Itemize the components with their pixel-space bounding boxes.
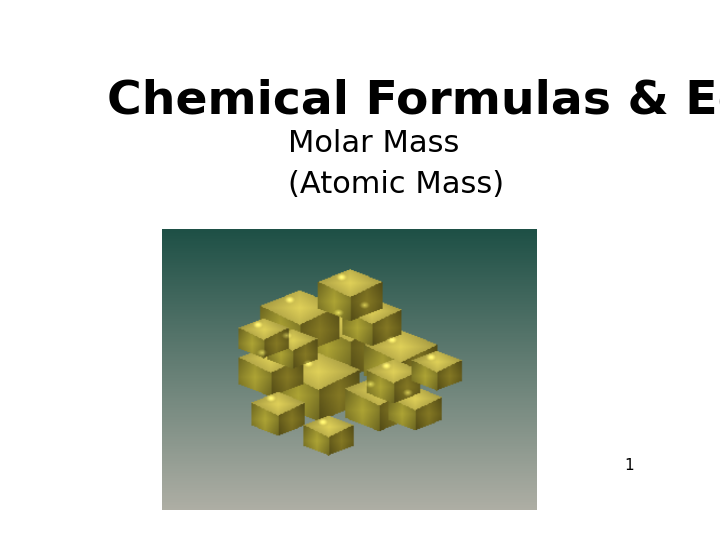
- Text: 1: 1: [624, 458, 634, 473]
- Text: Copyright © Pearson Education Inc, publishing as Pearson company: Copyright © Pearson Education Inc, publi…: [202, 461, 487, 470]
- Text: Chemical Formulas & Equations: Chemical Formulas & Equations: [107, 79, 720, 124]
- Text: Molar Mass
(Atomic Mass): Molar Mass (Atomic Mass): [288, 129, 504, 199]
